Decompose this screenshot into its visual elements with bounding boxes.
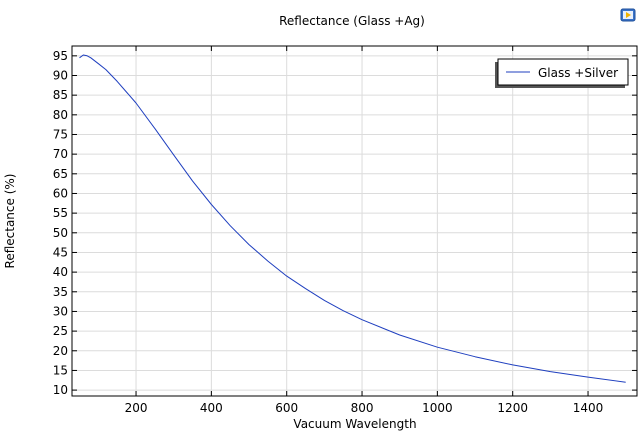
y-tick-label: 70: [53, 147, 68, 161]
x-tick-label: 1000: [422, 401, 453, 415]
x-tick-label: 600: [275, 401, 298, 415]
plot-area-frame: [71, 45, 638, 397]
window-app-icon[interactable]: [620, 7, 636, 23]
y-tick-label: 25: [53, 324, 68, 338]
y-tick-label: 80: [53, 108, 68, 122]
grid-lines: [72, 46, 637, 396]
y-tick-label: 85: [53, 88, 68, 102]
y-tick-label: 30: [53, 304, 68, 318]
series-layer: [79, 54, 626, 383]
x-tick-label: 1200: [497, 401, 528, 415]
x-tick-label: 400: [200, 401, 223, 415]
x-tick-label: 800: [351, 401, 374, 415]
y-tick-label: 60: [53, 186, 68, 200]
axis-ticks: 200 400 600 800 1000 1200 1400 10 15 20 25 30 35 40 45…: [53, 46, 637, 415]
x-tick-label: 1400: [573, 401, 604, 415]
legend: Glass +Silver: [495, 58, 629, 88]
y-tick-label: 45: [53, 245, 68, 259]
y-tick-label: 35: [53, 285, 68, 299]
y-tick-label: 90: [53, 68, 68, 82]
y-tick-label: 65: [53, 167, 68, 181]
chart-title: Reflectance (Glass +Ag): [279, 14, 425, 28]
y-tick-label: 95: [53, 49, 68, 63]
y-tick-label: 10: [53, 383, 68, 397]
legend-label-glass-silver: Glass +Silver: [538, 66, 618, 80]
x-axis-label: Vacuum Wavelength: [293, 417, 416, 431]
y-tick-label: 75: [53, 127, 68, 141]
y-axis-label: Reflectance (%): [3, 174, 17, 269]
y-tick-label: 15: [53, 363, 68, 377]
y-tick-label: 20: [53, 344, 68, 358]
x-tick-label: 200: [125, 401, 148, 415]
y-tick-label: 40: [53, 265, 68, 279]
series-line-glass-silver: [79, 54, 626, 383]
y-tick-label: 50: [53, 226, 68, 240]
y-tick-label: 55: [53, 206, 68, 220]
